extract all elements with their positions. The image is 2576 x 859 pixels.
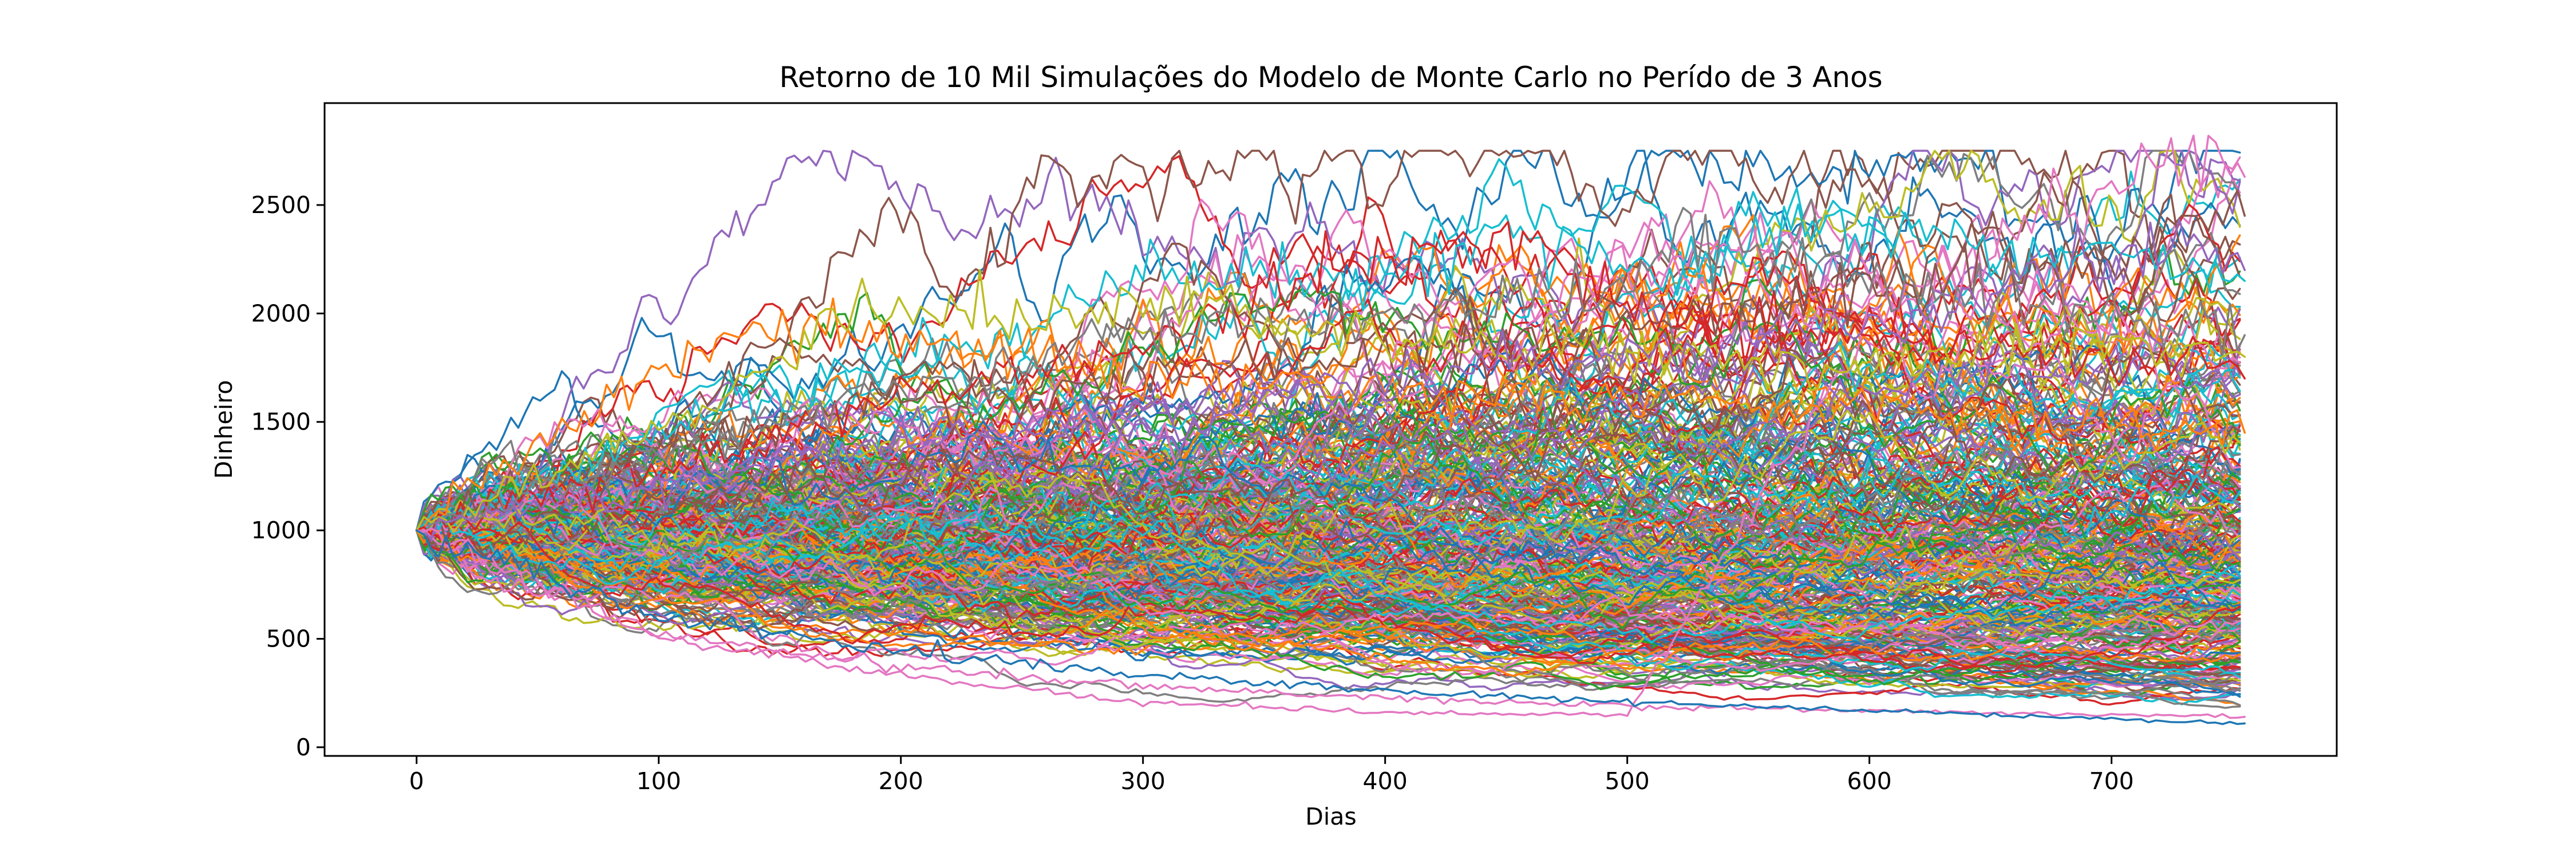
x-tick-label: 700 (2089, 767, 2134, 795)
simulation-line (415, 399, 2241, 551)
simulation-line (415, 513, 2241, 633)
simulation-line (415, 484, 2241, 610)
simulation-line (415, 149, 2241, 531)
y-tick-label: 1000 (251, 517, 311, 544)
highlighted-simulation-line (415, 207, 2246, 535)
simulation-line (415, 494, 2241, 652)
y-axis-ticks: 0 500 1000 1500 2000 2500 (251, 191, 325, 761)
x-tick-label: 600 (1847, 767, 1892, 795)
simulation-line (415, 529, 2241, 677)
simulation-line (415, 334, 2241, 583)
highlighted-simulation-line (415, 218, 2246, 540)
x-tick-label: 500 (1605, 767, 1650, 795)
axes-frame (323, 102, 2338, 757)
x-tick-label: 300 (1121, 767, 1165, 795)
y-tick-label: 1500 (251, 408, 311, 436)
simulation-line (415, 209, 2241, 538)
simulation-line (415, 515, 2241, 644)
y-tick-label: 2000 (251, 300, 311, 327)
simulation-line (415, 452, 2241, 669)
highlighted-simulation-line (415, 135, 2246, 718)
highlighted-simulation-line (415, 220, 2246, 535)
simulation-line (415, 370, 2241, 568)
simulation-line (415, 149, 2241, 531)
simulation-line (415, 490, 2241, 631)
highlighted-simulation-line (415, 527, 2246, 719)
simulation-line (415, 430, 2241, 556)
simulation-line (415, 409, 2241, 576)
simulation-line (415, 149, 2241, 581)
x-tick-label: 400 (1363, 767, 1408, 795)
simulation-line (415, 389, 2241, 596)
simulation-line (415, 397, 2241, 550)
simulation-line (415, 482, 2241, 630)
simulation-lines (415, 135, 2246, 726)
highlighted-simulation-line (415, 269, 2246, 533)
highlighted-simulation-line (415, 529, 2246, 726)
simulation-line (415, 511, 2241, 679)
chart-title: Retorno de 10 Mil Simulações do Modelo d… (779, 61, 1882, 94)
simulation-line (415, 523, 2241, 671)
x-tick-label: 0 (409, 767, 424, 795)
y-tick-label: 500 (266, 625, 311, 652)
y-tick-label: 0 (296, 734, 311, 761)
simulation-line (415, 244, 2241, 550)
simulation-line (415, 522, 2241, 707)
x-axis-label: Dias (1305, 803, 1356, 830)
x-tick-label: 100 (637, 767, 681, 795)
simulation-line (415, 475, 2241, 629)
simulation-line (415, 529, 2241, 637)
simulation-line (415, 332, 2241, 533)
highlighted-simulation-line (415, 190, 2246, 542)
simulation-line (415, 529, 2241, 703)
y-axis-label: Dinheiro (210, 380, 238, 479)
simulation-line (415, 410, 2241, 618)
simulation-line (415, 519, 2241, 678)
simulation-line (415, 504, 2241, 622)
simulation-line (415, 522, 2241, 673)
x-tick-label: 200 (879, 767, 923, 795)
simulation-line (415, 225, 2241, 566)
x-axis-ticks: 0 100 200 300 400 500 600 700 (409, 756, 2134, 795)
y-tick-label: 2500 (251, 191, 311, 219)
highlighted-simulation-line (415, 297, 2246, 531)
